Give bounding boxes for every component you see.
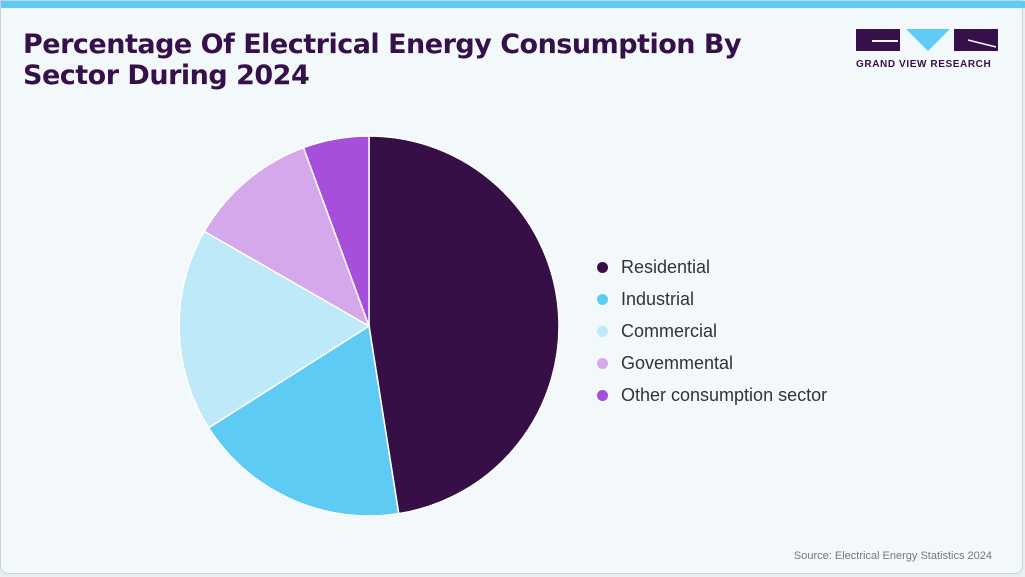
legend-item: Industrial [597,283,827,315]
legend-label: Commercial [621,320,718,341]
top-accent-bar [1,1,1025,8]
legend-swatch [597,389,608,401]
pie-slice-govemmental [203,146,371,328]
pie-slice-industrial [207,324,400,517]
legend-swatch [597,261,608,273]
legend-item: Commercial [597,315,827,347]
legend-label: Residential [621,256,711,277]
legend: Residential Industrial Commercial Govemment… [597,251,827,411]
source-note: Source: Electrical Energy Statistics 202… [793,550,992,562]
legend-label: Govemmental [621,352,734,373]
legend-item: Govemmental [597,347,827,379]
legend-swatch [597,325,608,337]
pie-slice-other-consumption-sector [302,135,370,327]
logo-text: GRAND VIEW RESEARCH [856,59,992,70]
legend-item: Residential [597,251,827,283]
chart-title: Percentage Of Electrical Energy Consumpt… [23,29,742,91]
pie-slice-commercial [178,230,371,429]
legend-swatch [597,293,608,305]
legend-label: Industrial [621,288,695,309]
legend-swatch [597,357,608,369]
legend-label: Other consumption sector [621,384,828,405]
grand-view-research-logo: GRAND VIEW RESEARCH [856,29,998,70]
legend-item: Other consumption sector [597,379,827,411]
logo-mark [856,29,998,51]
pie-slice-residential [368,135,560,515]
